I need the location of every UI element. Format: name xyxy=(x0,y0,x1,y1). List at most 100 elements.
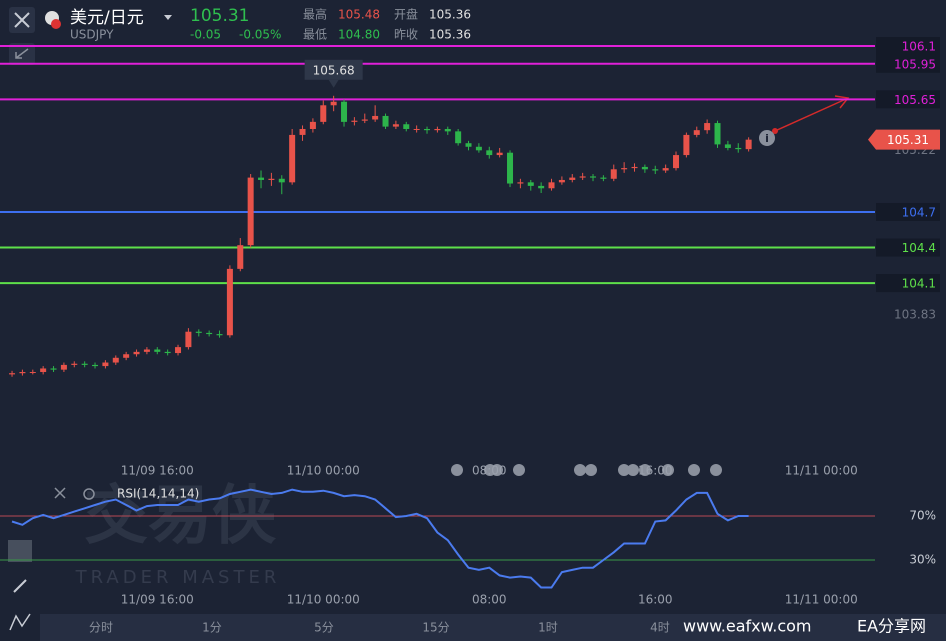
rsi-close-icon[interactable] xyxy=(54,487,66,499)
candle-body xyxy=(164,351,171,354)
candle-body xyxy=(29,372,36,374)
x-tick-label: 08:00 xyxy=(472,593,507,607)
site-name: EA分享网 xyxy=(857,617,926,636)
event-dot[interactable] xyxy=(618,464,630,476)
candle-body xyxy=(590,176,597,178)
candle-body xyxy=(351,120,358,122)
event-dot[interactable] xyxy=(662,464,674,476)
x-tick-label: 11/10 00:00 xyxy=(287,593,360,607)
rsi-level-label: 70% xyxy=(909,509,936,523)
period-tab[interactable]: 分时 xyxy=(89,621,113,635)
period-tab[interactable]: 15分 xyxy=(422,621,449,635)
candle-body xyxy=(102,362,109,367)
candle-body xyxy=(455,131,462,144)
candle-body xyxy=(289,134,296,183)
candle-body xyxy=(745,139,752,150)
candle-body xyxy=(195,331,202,333)
period-tab[interactable]: 5分 xyxy=(314,621,334,635)
rsi-settings-icon[interactable] xyxy=(83,488,95,500)
candle-body xyxy=(361,119,368,121)
candle-body xyxy=(527,182,534,186)
x-tick-label: 08:00 xyxy=(472,464,507,478)
candle-body xyxy=(693,130,700,135)
line-price-label: 104.1 xyxy=(902,277,936,291)
event-dot[interactable] xyxy=(585,464,597,476)
candle-body xyxy=(382,115,389,127)
x-tick-label: 11/09 16:00 xyxy=(121,464,194,478)
candle-body xyxy=(71,363,78,365)
line-price-label: 104.4 xyxy=(902,241,936,255)
candle-body xyxy=(569,177,576,180)
tool-button[interactable] xyxy=(9,613,31,631)
max-callout-label: 105.68 xyxy=(313,63,355,77)
rsi-title: RSI(14,14,14) xyxy=(117,487,199,501)
candle-body xyxy=(610,169,617,179)
event-dot[interactable] xyxy=(451,464,463,476)
candle-body xyxy=(143,349,150,352)
event-dot[interactable] xyxy=(710,464,722,476)
candle-body xyxy=(735,147,742,150)
period-tab[interactable]: 1时 xyxy=(538,621,558,635)
x-tick-label: 11/11 00:00 xyxy=(785,593,858,607)
event-dot[interactable] xyxy=(491,464,503,476)
candle-body xyxy=(683,134,690,156)
event-dot[interactable] xyxy=(574,464,586,476)
period-tabs: 分时 1分 5分 15分 1时 4时 xyxy=(89,621,670,635)
line-price-tag xyxy=(876,274,940,293)
candle-body xyxy=(621,168,628,170)
expand-icon xyxy=(15,48,29,59)
candle-body xyxy=(486,150,493,156)
period-tab[interactable]: 4时 xyxy=(650,621,670,635)
line-price-label: 105.65 xyxy=(894,93,936,107)
candle-body xyxy=(9,373,16,375)
candle-body xyxy=(558,179,565,183)
tool-button[interactable] xyxy=(8,540,32,562)
candle-body xyxy=(444,128,451,132)
open-label: 开盘 xyxy=(394,7,418,22)
y-tick-label: 103.83 xyxy=(894,308,936,322)
candle-body xyxy=(403,124,410,129)
candle-body xyxy=(40,368,47,373)
event-dot[interactable] xyxy=(688,464,700,476)
info-icon[interactable] xyxy=(759,130,775,146)
close-icon xyxy=(14,12,30,28)
rsi-level-label: 30% xyxy=(909,553,936,567)
candle-body xyxy=(175,347,182,354)
line-price-tag xyxy=(876,202,940,221)
x-tick-label: 16:00 xyxy=(638,464,673,478)
candle-body xyxy=(507,152,514,184)
candle-body xyxy=(268,178,275,180)
tool-button[interactable] xyxy=(13,579,27,593)
prev-label: 昨收 xyxy=(394,28,418,42)
candle-body xyxy=(413,128,420,130)
high-label: 最高 xyxy=(303,7,327,22)
candle-body xyxy=(320,105,327,122)
prev-value: 105.36 xyxy=(429,28,471,42)
last-price: 105.31 xyxy=(190,6,249,26)
line-price-tag xyxy=(876,54,940,73)
pair-name[interactable]: 美元/日元 xyxy=(70,8,144,28)
arrow-drawing[interactable] xyxy=(774,95,850,132)
candle-body xyxy=(704,123,711,131)
candle-body xyxy=(600,177,607,179)
period-tab[interactable]: 1分 xyxy=(202,621,222,635)
candle-body xyxy=(341,101,348,122)
candle-body xyxy=(299,128,306,135)
line-price-tag xyxy=(876,90,940,109)
event-dot[interactable] xyxy=(513,464,525,476)
event-dot[interactable] xyxy=(627,464,639,476)
candle-body xyxy=(424,128,431,131)
candle-body xyxy=(392,124,399,127)
candle-body xyxy=(226,268,233,336)
candle-body xyxy=(579,176,586,178)
open-value: 105.36 xyxy=(429,8,471,22)
high-value: 105.48 xyxy=(338,8,380,22)
candle-body xyxy=(330,101,337,106)
event-dot[interactable] xyxy=(639,464,651,476)
dropdown-icon[interactable] xyxy=(164,15,172,20)
arrow-anchor[interactable] xyxy=(772,128,778,134)
candle-body xyxy=(185,331,192,348)
candle-body xyxy=(538,185,545,189)
